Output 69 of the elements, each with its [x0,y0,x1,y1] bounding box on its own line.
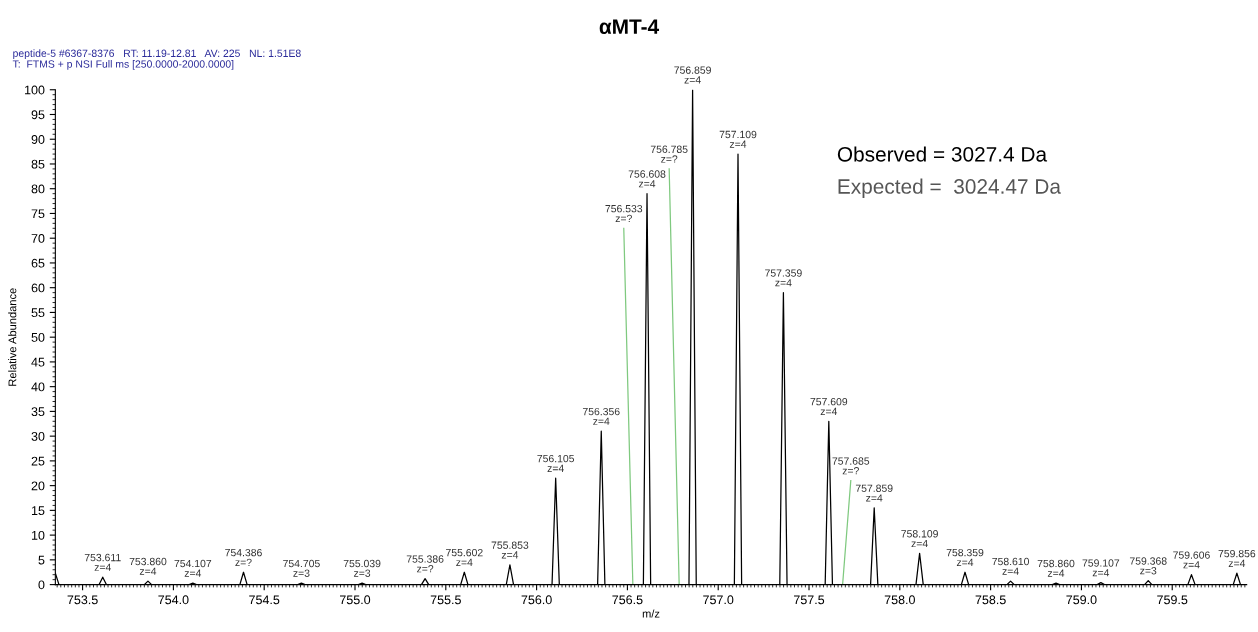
annotation: Observed = 3027.4 Da [837,146,1048,162]
y-tick-label: 35 [31,407,45,417]
text: T: FTMS + p NSI Full ms [250.0000-2000.0000] [12,60,234,70]
annotation: 759.107 z=4 [1082,559,1120,577]
annotation: 759.606 z=4 [1173,551,1210,569]
x-tick-label: 757.0 [703,595,734,605]
annotation: 755.386 z=? [406,555,444,573]
y-tick-label: 40 [31,382,45,392]
y-tick-label: 45 [31,357,45,367]
x-tick-label: 754.5 [249,595,280,605]
x-tick-label: 758.0 [884,595,915,605]
y-tick-label: 55 [31,308,45,318]
x-tick-label: 755.0 [340,595,371,605]
x-tick-label: 754.0 [158,595,189,605]
annotation: 759.368 z=3 [1129,557,1167,575]
annotation: 755.853 z=4 [491,541,529,559]
annotation: 754.107 z=4 [174,559,212,577]
annotation: 758.860 z=4 [1037,559,1075,577]
y-tick-label: 10 [31,530,45,540]
y-tick-label: 70 [31,234,45,243]
annotation: 757.685 z=? [832,457,870,475]
annotation: 754.705 z=3 [283,559,320,577]
annotation: 753.860 z=4 [129,557,167,575]
annotation: 757.609 z=4 [810,397,848,415]
annotation: 755.039 z=3 [343,559,381,577]
y-tick-label: 50 [31,332,45,342]
x-tick-label: 756.5 [612,595,643,605]
y-tick-label: 65 [31,258,45,268]
annotation: 755.602 z=4 [446,548,483,566]
y-tick-label: 0 [38,580,45,590]
y-tick-label: 15 [31,506,45,516]
annotation: 757.859 z=4 [855,484,893,502]
annotation: 759.856 z=4 [1218,549,1256,567]
annotation: 757.109 z=4 [719,130,757,148]
y-tick-label: 5 [38,555,45,565]
annotation: 756.608 z=4 [628,170,666,188]
y-tick-label: 20 [31,481,45,491]
annotation: 757.359 z=4 [765,269,802,287]
x-tick-label: 758.5 [975,595,1006,605]
annotation: 758.109 z=4 [901,530,938,548]
y-tick-label: 90 [31,135,45,144]
y-tick-label: 60 [31,283,45,293]
y-tick-label: 25 [31,456,45,466]
annotation: 758.359 z=4 [946,548,984,566]
x-axis-title: m/z [642,609,660,618]
annotation: Expected = 3024.47 Da [838,178,1061,198]
y-axis-title: Relative Abundance [8,288,17,386]
y-tick-label: 75 [31,209,45,219]
x-tick-label: 755.5 [430,595,461,605]
y-tick-label: 95 [31,110,45,120]
y-tick-label: 30 [31,431,45,441]
annotation: 754.386 z=? [225,548,262,566]
text: peptide-5 #6367-8376 RT: 11.19-12.81 AV: 225 NL: 1.51E8 [13,49,301,60]
y-tick-label: 80 [31,184,45,194]
annotation: 753.611 z=4 [84,553,121,571]
x-tick-label: 759.5 [1157,595,1188,605]
annotation: 758.610 z=4 [992,557,1030,575]
x-tick-label: 756.0 [521,595,552,605]
annotation: 756.533 z=? [605,204,643,222]
chart-title: αMT-4 [599,19,660,35]
annotation: 756.105 z=4 [537,454,575,472]
x-tick-label: 757.5 [794,595,825,605]
y-tick-label: 85 [31,159,45,169]
y-tick-label: 100 [25,85,45,95]
annotation: 756.859 z=4 [674,66,711,84]
annotation: 756.785 z=? [650,145,688,163]
x-tick-label: 753.5 [67,595,98,605]
annotation: 756.356 z=4 [582,407,620,425]
x-tick-label: 759.0 [1066,595,1097,605]
